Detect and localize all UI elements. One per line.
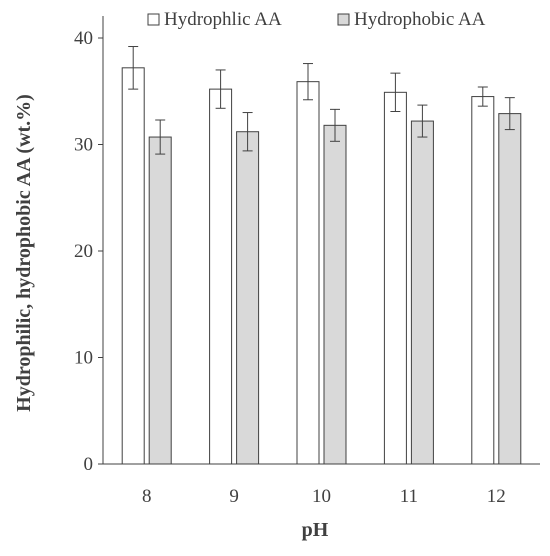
y-tick-label: 20	[74, 241, 93, 262]
bar-hydrophobic-12	[498, 113, 522, 465]
bar-hydrophobic-11	[410, 120, 434, 465]
bars-layer	[121, 46, 522, 465]
bar-hydrophilic-9	[209, 88, 233, 465]
x-tick-label: 10	[312, 486, 331, 507]
bar-hydrophilic-10	[296, 81, 320, 465]
bar-hydrophilic-12	[471, 96, 495, 465]
x-axis-title: pH	[302, 519, 329, 541]
bar-hydrophobic-10	[323, 124, 347, 465]
legend: Hydrophlic AA Hydrophobic AA	[147, 9, 486, 30]
legend-label-hydrophobic: Hydrophobic AA	[354, 9, 486, 30]
bar-hydrophobic-8	[148, 136, 172, 465]
y-tick-label: 30	[74, 135, 93, 156]
x-tick-label: 9	[229, 486, 239, 507]
y-tick-label: 40	[74, 28, 93, 49]
bar-hydrophilic-11	[383, 91, 407, 465]
y-tick-label: 0	[84, 454, 94, 475]
legend-swatch-hydrophobic	[337, 13, 350, 26]
legend-label-hydrophilic: Hydrophlic AA	[164, 9, 282, 30]
legend-swatch-hydrophilic	[147, 13, 160, 26]
bar-hydrophilic-8	[121, 67, 145, 465]
x-tick-label: 11	[400, 486, 418, 507]
x-tick-label: 8	[142, 486, 152, 507]
y-axis-title: Hydrophilic, hydrophobic AA (wt.%)	[13, 94, 35, 412]
y-tick-label: 10	[74, 348, 93, 369]
x-tick-label: 12	[487, 486, 506, 507]
bar-hydrophobic-9	[236, 131, 260, 465]
axes-layer: 0 10 20 30 40 8 9 10 11 12	[74, 16, 540, 507]
